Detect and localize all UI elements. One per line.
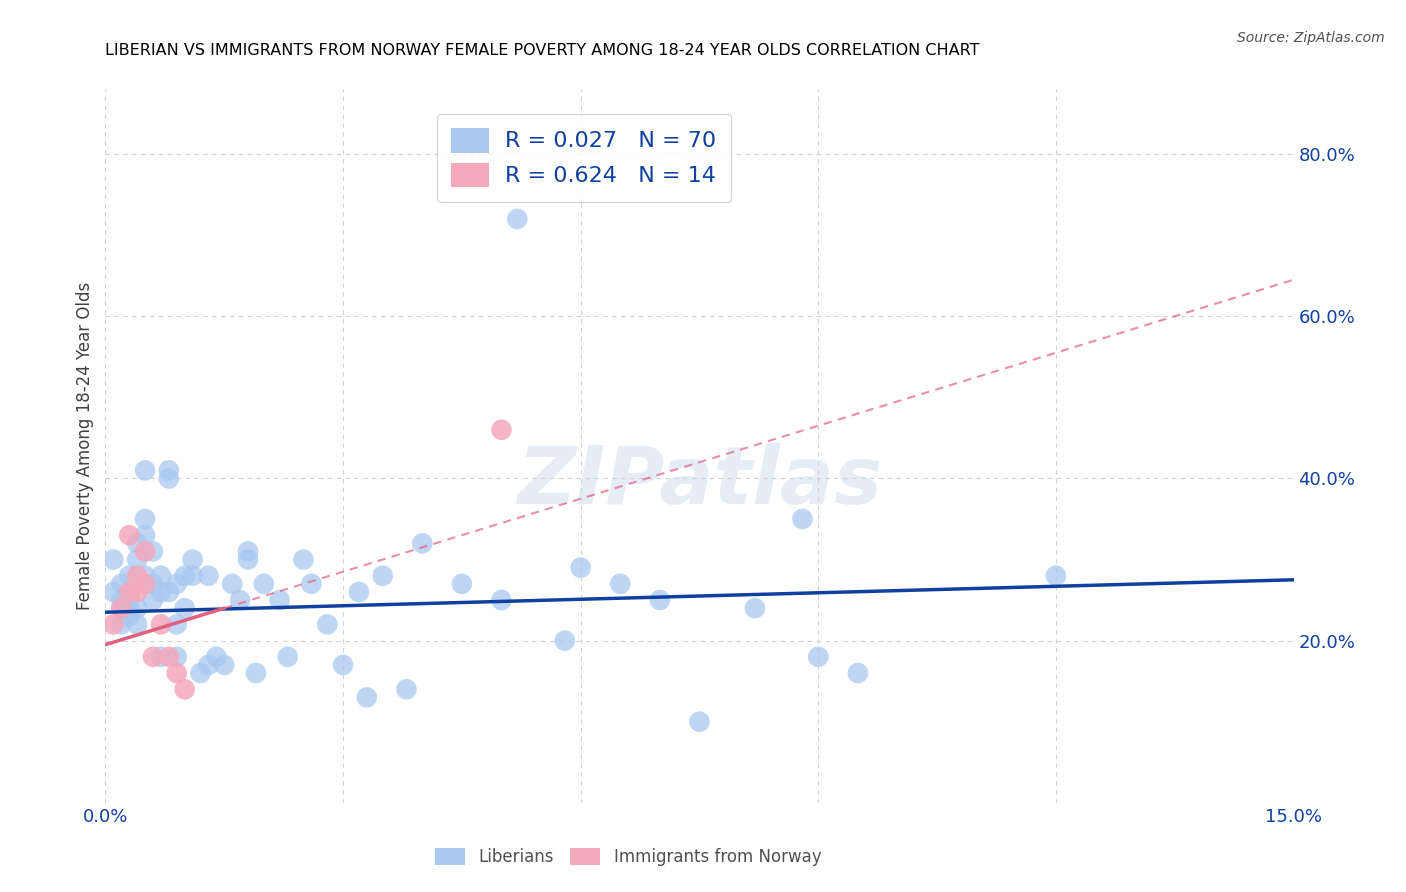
Point — [236, 544, 259, 558]
Point — [127, 568, 149, 582]
Point — [110, 577, 132, 591]
Point — [253, 577, 276, 591]
Point — [236, 552, 259, 566]
Point — [166, 666, 188, 681]
Point — [569, 560, 592, 574]
Point — [149, 568, 172, 582]
Point — [166, 617, 188, 632]
Point — [110, 593, 132, 607]
Point — [689, 714, 711, 729]
Point — [450, 577, 472, 591]
Point — [846, 666, 869, 681]
Point — [506, 211, 529, 226]
Point — [491, 593, 513, 607]
Point — [134, 463, 156, 477]
Point — [142, 649, 165, 664]
Point — [395, 682, 418, 697]
Point — [127, 601, 149, 615]
Point — [110, 601, 132, 615]
Point — [554, 633, 576, 648]
Point — [134, 577, 156, 591]
Point — [181, 552, 204, 566]
Point — [157, 463, 180, 477]
Point — [491, 423, 513, 437]
Point — [411, 536, 433, 550]
Text: LIBERIAN VS IMMIGRANTS FROM NORWAY FEMALE POVERTY AMONG 18-24 YEAR OLDS CORRELAT: LIBERIAN VS IMMIGRANTS FROM NORWAY FEMAL… — [105, 43, 980, 58]
Point — [229, 593, 252, 607]
Point — [190, 666, 212, 681]
Point — [173, 601, 195, 615]
Point — [118, 601, 141, 615]
Point — [127, 552, 149, 566]
Point — [299, 577, 322, 591]
Point — [277, 649, 299, 664]
Point — [103, 617, 125, 632]
Point — [792, 512, 814, 526]
Point — [142, 577, 165, 591]
Point — [134, 544, 156, 558]
Point — [269, 593, 291, 607]
Point — [744, 601, 766, 615]
Point — [134, 568, 156, 582]
Point — [197, 568, 219, 582]
Point — [807, 649, 830, 664]
Point — [181, 568, 204, 582]
Point — [214, 657, 236, 672]
Point — [166, 577, 188, 591]
Point — [118, 609, 141, 624]
Point — [173, 682, 195, 697]
Point — [149, 617, 172, 632]
Point — [221, 577, 243, 591]
Point — [347, 585, 370, 599]
Point — [1045, 568, 1067, 582]
Point — [118, 593, 141, 607]
Point — [157, 649, 180, 664]
Point — [142, 544, 165, 558]
Point — [149, 649, 172, 664]
Point — [356, 690, 378, 705]
Point — [118, 585, 141, 599]
Point — [142, 593, 165, 607]
Point — [648, 593, 671, 607]
Point — [127, 536, 149, 550]
Point — [110, 601, 132, 615]
Point — [157, 585, 180, 599]
Point — [205, 649, 228, 664]
Point — [134, 528, 156, 542]
Point — [110, 617, 132, 632]
Point — [103, 585, 125, 599]
Point — [371, 568, 394, 582]
Point — [609, 577, 631, 591]
Text: Source: ZipAtlas.com: Source: ZipAtlas.com — [1237, 31, 1385, 45]
Point — [118, 585, 141, 599]
Point — [118, 528, 141, 542]
Point — [157, 471, 180, 485]
Point — [292, 552, 315, 566]
Point — [103, 552, 125, 566]
Point — [316, 617, 339, 632]
Point — [127, 617, 149, 632]
Text: ZIPatlas: ZIPatlas — [517, 442, 882, 521]
Point — [134, 512, 156, 526]
Point — [127, 585, 149, 599]
Point — [149, 585, 172, 599]
Y-axis label: Female Poverty Among 18-24 Year Olds: Female Poverty Among 18-24 Year Olds — [76, 282, 94, 610]
Point — [245, 666, 267, 681]
Point — [166, 649, 188, 664]
Point — [118, 568, 141, 582]
Point — [332, 657, 354, 672]
Legend: Liberians, Immigrants from Norway: Liberians, Immigrants from Norway — [429, 841, 828, 873]
Point — [173, 568, 195, 582]
Point — [197, 657, 219, 672]
